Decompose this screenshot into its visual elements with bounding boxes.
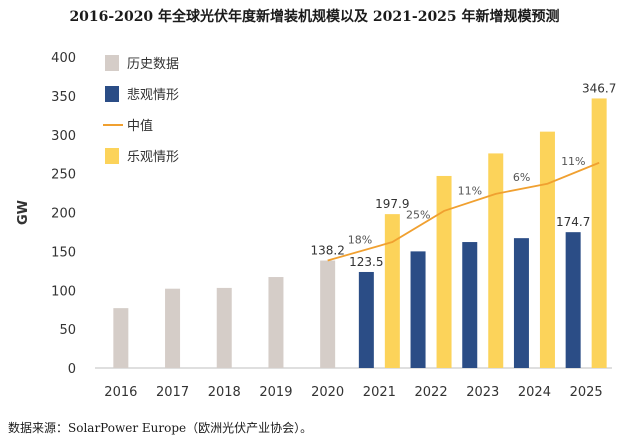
bar-historical [216,287,232,368]
x-tick-label: 2025 [570,385,603,400]
y-tick-label: 100 [51,284,76,299]
legend-label: 中值 [127,118,153,134]
y-tick-label: 150 [51,245,76,260]
y-tick-label: 400 [51,51,76,66]
bar-historical [113,308,129,368]
data-label: 346.7 [582,81,616,95]
data-label: 123.5 [349,255,383,269]
chart-title: 2016-2020 年全球光伏年度新增装机规模以及 2021-2025 年新增规… [69,9,560,25]
source-note: 数据来源：SolarPower Europe（欧洲光伏产业协会）。 [8,421,313,435]
bar-historical [268,277,284,368]
growth-label: 25% [406,208,430,221]
legend-swatch [105,55,119,71]
x-tick-label: 2019 [259,385,292,400]
legend-label: 悲观情形 [127,87,179,103]
y-tick-label: 250 [51,168,76,183]
median-line [327,161,600,262]
bar-historical [320,260,336,368]
data-label: 138.2 [310,244,344,258]
x-tick-label: 2024 [518,385,551,400]
y-tick-label: 0 [68,362,76,377]
x-tick-label: 2016 [104,385,137,400]
data-label: 197.9 [375,197,409,211]
bar-historical [165,288,181,368]
x-tick-label: 2023 [466,385,499,400]
legend-swatch [105,148,119,164]
y-tick-label: 300 [51,129,76,144]
x-tick-label: 2020 [311,385,344,400]
legend-swatch [105,86,119,102]
y-tick-label: 50 [59,323,76,338]
bar-optimistic [384,214,400,368]
bar-pessimistic [513,238,529,368]
growth-label: 18% [348,233,372,246]
bar-optimistic [539,131,555,368]
growth-label: 11% [561,155,585,168]
x-tick-label: 2017 [156,385,189,400]
bar-pessimistic [358,271,374,368]
bar-optimistic [488,153,504,368]
x-tick-label: 2021 [363,385,396,400]
x-tick-label: 2018 [208,385,241,400]
bar-optimistic [436,175,452,368]
legend-label: 历史数据 [127,57,179,72]
growth-label: 11% [458,184,482,197]
bar-pessimistic [410,251,426,368]
y-tick-label: 350 [51,90,76,105]
x-tick-label: 2022 [415,385,448,400]
bar-pessimistic [462,242,478,368]
data-label: 174.7 [556,215,590,229]
y-tick-label: 200 [51,207,76,222]
legend-label: 乐观情形 [127,150,179,165]
bar-optimistic [591,98,607,369]
growth-label: 6% [513,171,530,184]
bar-pessimistic [565,232,581,368]
y-axis-label: GW [16,200,31,225]
